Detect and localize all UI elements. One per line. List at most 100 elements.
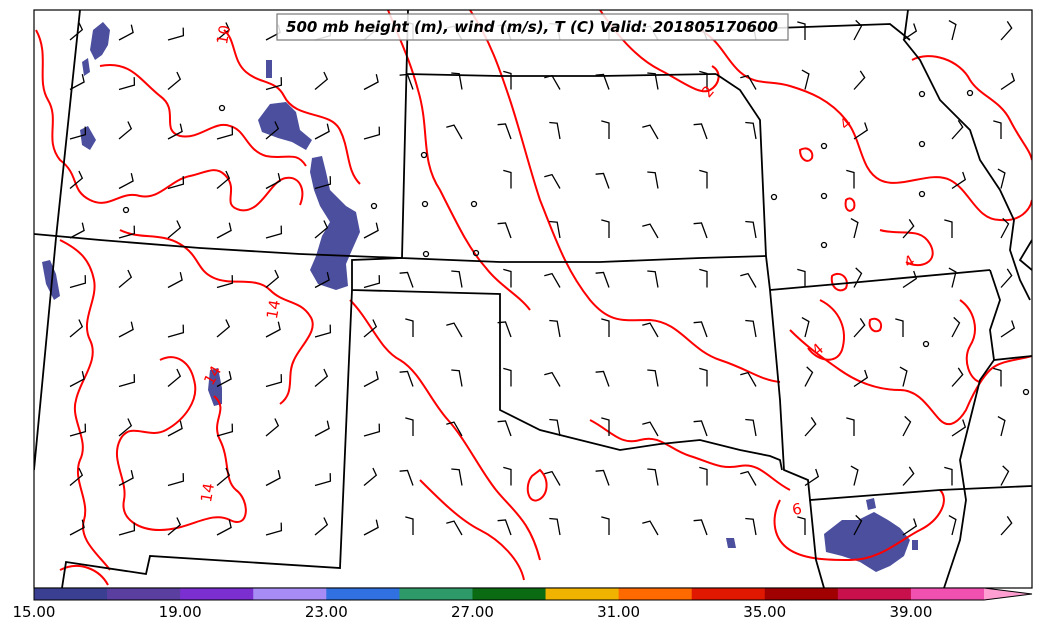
map-background bbox=[34, 10, 1032, 588]
wind-barb bbox=[549, 220, 561, 239]
boundary-line-7 bbox=[61, 289, 353, 588]
calm-wind-markers bbox=[122, 89, 1030, 396]
colorbar-segment bbox=[764, 588, 839, 600]
wind-barb bbox=[265, 522, 283, 536]
wind-barb bbox=[948, 267, 957, 288]
wind-barb bbox=[1000, 320, 1016, 338]
title-box bbox=[276, 13, 789, 41]
contour-line-3 bbox=[223, 29, 361, 185]
wind-barb bbox=[118, 321, 134, 338]
contour-line-19 bbox=[419, 479, 525, 581]
shade-region-9 bbox=[726, 538, 736, 548]
wind-barb bbox=[804, 366, 814, 387]
wind-barb bbox=[850, 218, 859, 239]
wind-barb bbox=[446, 124, 463, 140]
wind-barb bbox=[497, 420, 512, 437]
wind-barb bbox=[601, 417, 610, 436]
shade-region-2 bbox=[82, 58, 90, 76]
shade-region-8 bbox=[208, 368, 222, 406]
wind-barb bbox=[944, 466, 953, 486]
wind-barb bbox=[647, 72, 659, 90]
wind-barb bbox=[405, 318, 414, 337]
colorbar bbox=[33, 587, 1033, 601]
colorbar-segment bbox=[691, 588, 766, 600]
wind-barb bbox=[804, 468, 820, 487]
wind-barb bbox=[216, 423, 234, 437]
wind-barb bbox=[216, 319, 231, 338]
wind-barb bbox=[595, 271, 610, 288]
calm-marker bbox=[1022, 388, 1030, 396]
wind-barb bbox=[363, 519, 379, 536]
wind-barb bbox=[118, 269, 133, 288]
wind-barb bbox=[446, 322, 463, 338]
wind-barb bbox=[167, 220, 182, 239]
wind-barb bbox=[314, 220, 329, 239]
contour-line-18 bbox=[773, 489, 945, 562]
wind-barb bbox=[69, 222, 85, 239]
wind-barb bbox=[497, 519, 512, 536]
wind-barb bbox=[69, 126, 87, 140]
wind-barb bbox=[265, 418, 280, 437]
colorbar-outline bbox=[33, 587, 1033, 601]
wind-barb bbox=[647, 468, 659, 486]
wind-barb bbox=[853, 514, 863, 536]
wind-barb bbox=[69, 371, 85, 388]
wind-barb bbox=[804, 417, 817, 437]
wind-barb bbox=[642, 124, 659, 140]
wind-barb bbox=[405, 417, 414, 436]
wind-barb bbox=[216, 170, 231, 189]
wind-barb bbox=[745, 418, 757, 437]
wind-barb bbox=[745, 319, 757, 338]
wind-barb bbox=[363, 222, 379, 239]
wind-barb bbox=[118, 225, 136, 239]
wind-barb bbox=[595, 370, 610, 387]
contour-line-11 bbox=[699, 29, 1032, 222]
shade-region-1 bbox=[90, 22, 110, 60]
wind-barb bbox=[850, 465, 859, 486]
wind-barb bbox=[167, 272, 183, 289]
wind-barb bbox=[699, 466, 708, 486]
wind-barb bbox=[69, 519, 85, 536]
wind-barb bbox=[595, 73, 610, 90]
wind-barb bbox=[399, 271, 414, 288]
wind-barb bbox=[167, 368, 182, 387]
wind-barb bbox=[363, 275, 381, 289]
wind-barb bbox=[544, 272, 561, 288]
wind-barb bbox=[853, 369, 869, 388]
wind-barb bbox=[1000, 21, 1013, 41]
wind-barb bbox=[216, 467, 231, 486]
wind-barb bbox=[265, 173, 281, 190]
shade-region-11 bbox=[866, 498, 876, 510]
wind-barb bbox=[647, 270, 659, 288]
contour-line-16 bbox=[589, 419, 791, 491]
wind-barb bbox=[544, 470, 561, 486]
wind-barb bbox=[363, 371, 379, 388]
wind-barb bbox=[853, 267, 863, 288]
wind-barb bbox=[497, 222, 512, 239]
calm-marker bbox=[421, 200, 429, 208]
calm-marker bbox=[918, 140, 926, 148]
wind-barb bbox=[951, 120, 964, 140]
contour-line-5 bbox=[59, 239, 111, 571]
wind-barb bbox=[993, 367, 1002, 387]
wind-barb bbox=[118, 374, 136, 388]
wind-barb bbox=[503, 268, 512, 288]
wind-barb bbox=[549, 517, 561, 536]
wind-barb bbox=[693, 123, 708, 140]
boundary-line-14 bbox=[943, 359, 995, 588]
wind-barb bbox=[693, 321, 708, 338]
wind-barb bbox=[902, 219, 915, 239]
boundary-line-13 bbox=[989, 269, 1032, 361]
wind-barb bbox=[265, 269, 280, 288]
wind-barb bbox=[797, 516, 806, 535]
wind-barb bbox=[740, 74, 757, 90]
wind-barb bbox=[497, 321, 512, 338]
wind-barb bbox=[314, 272, 330, 289]
wind-barb bbox=[451, 270, 463, 288]
wind-barb bbox=[69, 74, 85, 91]
wind-barb bbox=[948, 515, 957, 536]
colorbar-tick-label: 31.00 bbox=[597, 603, 640, 621]
wind-barb bbox=[745, 220, 757, 239]
wind-barb bbox=[549, 418, 561, 437]
shade-region-7 bbox=[42, 260, 60, 300]
